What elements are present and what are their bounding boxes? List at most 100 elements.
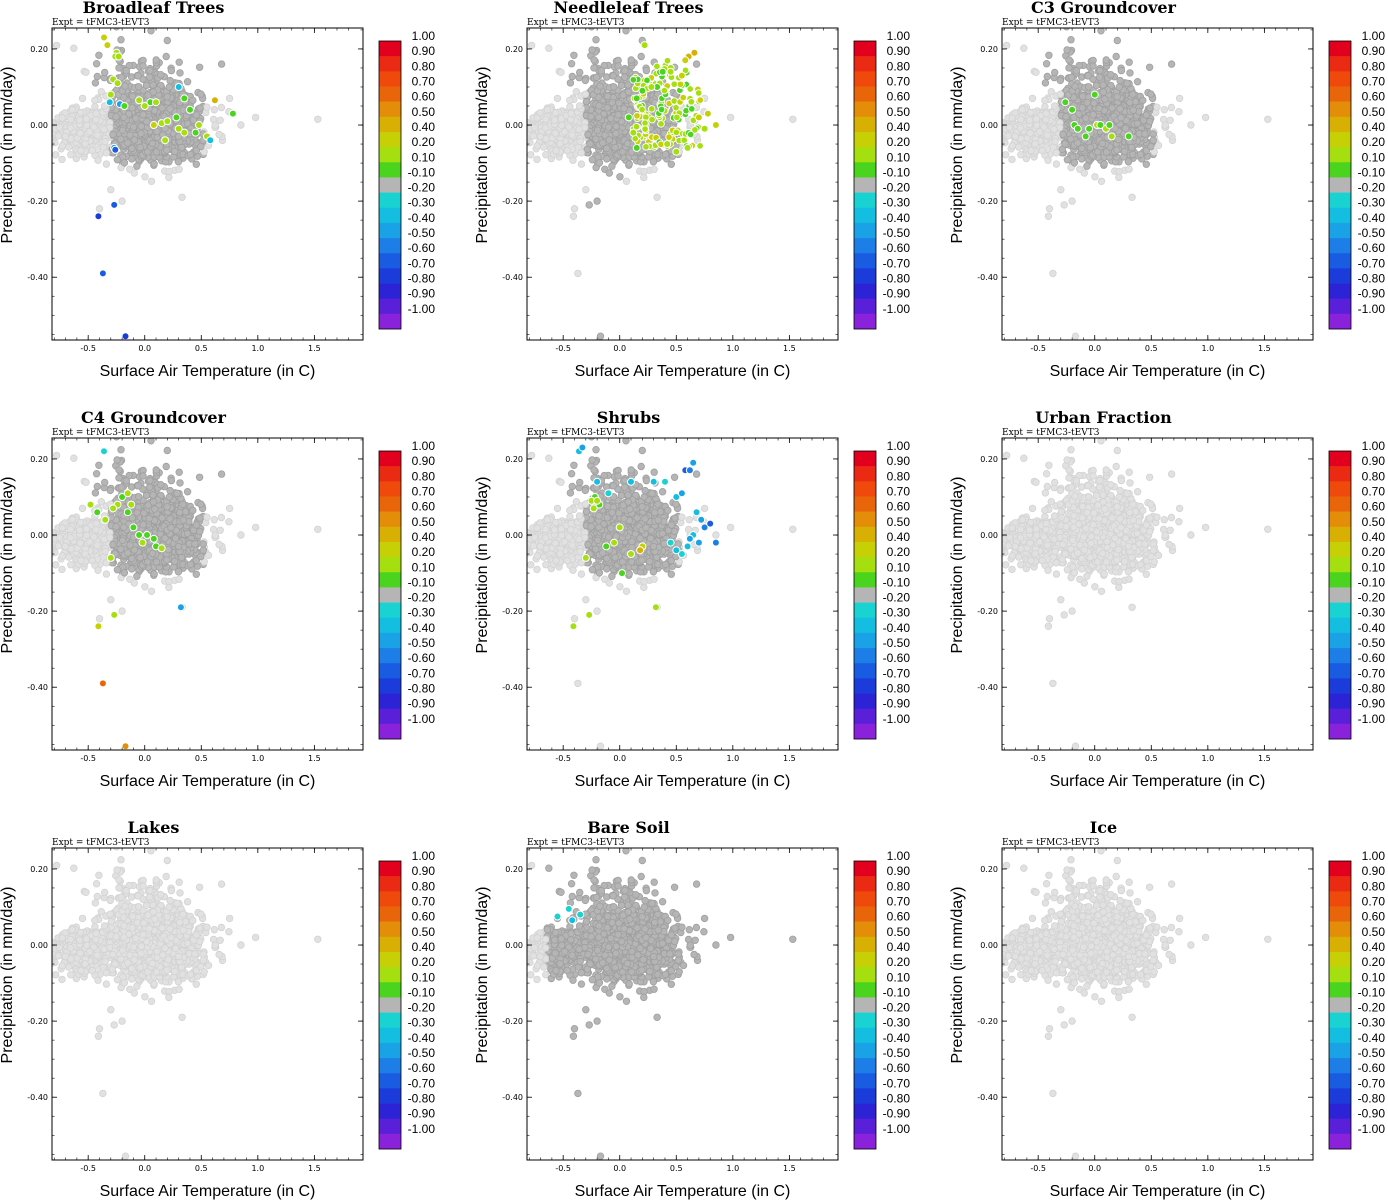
data-point [519, 148, 526, 155]
data-point [661, 150, 670, 159]
data-point [1078, 155, 1086, 163]
highlight-point [700, 124, 709, 133]
data-point [189, 96, 197, 105]
data-point [147, 28, 155, 35]
data-point [78, 94, 87, 103]
data-point [58, 114, 66, 122]
data-point [55, 123, 64, 132]
colorbar-label: 0.90 [412, 44, 436, 58]
data-point [533, 114, 541, 122]
data-point [117, 36, 125, 44]
highlight-point [206, 136, 215, 145]
colorbar-swatch [379, 41, 401, 57]
points [42, 28, 322, 340]
highlight-point [641, 125, 649, 133]
data-point [141, 173, 149, 181]
data-point [170, 147, 179, 156]
data-point [123, 139, 132, 147]
y-tick-label: 0.20 [505, 45, 523, 54]
data-point [165, 173, 173, 182]
data-point [575, 102, 584, 110]
colorbar-label: 0.10 [412, 150, 436, 164]
x-tick-label: 0.5 [195, 344, 208, 353]
highlight-point [191, 128, 200, 137]
highlight-point [696, 142, 704, 150]
colorbar-swatch [379, 56, 401, 72]
data-point [175, 58, 183, 66]
data-point [102, 149, 110, 157]
data-point [622, 177, 631, 185]
x-tick-label: 0.5 [670, 344, 683, 353]
highlight-point [174, 124, 183, 133]
highlight-point [152, 98, 160, 107]
colorbar-label: -0.20 [408, 181, 436, 195]
data-point [251, 113, 260, 122]
data-point [593, 197, 601, 205]
data-point [101, 137, 109, 146]
highlight-point [111, 145, 120, 154]
x-tick-label: 0.0 [138, 344, 151, 353]
colorbar-swatch [379, 101, 401, 118]
y-axis-label: Precipitation (in mm/day) [474, 67, 491, 244]
highlight-point [228, 109, 237, 118]
highlight-point [686, 85, 694, 93]
data-point [192, 111, 201, 119]
data-point [174, 157, 183, 166]
data-point [118, 197, 126, 205]
colorbar-label: 0.40 [412, 120, 436, 134]
highlight-point [103, 41, 112, 50]
data-point [533, 155, 541, 164]
data-point [517, 107, 524, 114]
highlight-point [633, 112, 641, 120]
colorbar-label: 0.50 [412, 105, 436, 119]
panel-title: C3 Groundcover [1031, 0, 1177, 17]
data-point [640, 173, 648, 182]
data-point [121, 82, 129, 90]
y-tick-label: 0.00 [30, 121, 48, 130]
data-point [577, 160, 586, 168]
y-tick-label: -0.20 [27, 197, 48, 206]
data-point [130, 169, 138, 177]
colorbar-swatch [854, 222, 876, 239]
highlight-point [666, 67, 675, 76]
colorbar-swatch [854, 71, 876, 87]
data-point [536, 132, 544, 141]
data-point [527, 151, 535, 159]
colorbar-label: -0.60 [408, 241, 436, 255]
data-point [599, 139, 607, 147]
data-point [93, 131, 101, 139]
colorbar-swatch [379, 268, 401, 284]
colorbar-label: 0.10 [887, 150, 911, 164]
data-point [503, 133, 510, 140]
data-point [183, 77, 192, 86]
highlight-point [638, 86, 647, 95]
data-point [58, 142, 66, 150]
data-point [94, 156, 102, 164]
data-point [566, 96, 574, 105]
data-point [117, 73, 126, 81]
data-point [596, 82, 604, 90]
data-point [588, 155, 597, 164]
highlight-point [676, 80, 685, 89]
data-point [133, 162, 141, 170]
colorbar-label: -0.30 [883, 196, 911, 210]
colorbar-swatch [379, 238, 401, 254]
colorbar-swatch [854, 162, 876, 178]
highlight-point [94, 212, 103, 221]
highlight-point [647, 83, 656, 91]
data-point [1097, 177, 1106, 185]
data-point [1175, 107, 1183, 116]
colorbar-swatch [854, 56, 876, 72]
highlight-point [660, 86, 669, 95]
colorbar-swatch [379, 147, 401, 163]
data-point [195, 63, 204, 71]
colorbar-swatch [854, 177, 876, 193]
data-point [42, 107, 49, 114]
x-tick-label: 1.0 [726, 344, 739, 353]
highlight-point [210, 96, 219, 105]
data-point [590, 64, 598, 72]
colorbar-label: 0.80 [412, 59, 436, 73]
data-point [530, 123, 539, 132]
data-point [117, 135, 125, 143]
data-point [176, 69, 184, 77]
